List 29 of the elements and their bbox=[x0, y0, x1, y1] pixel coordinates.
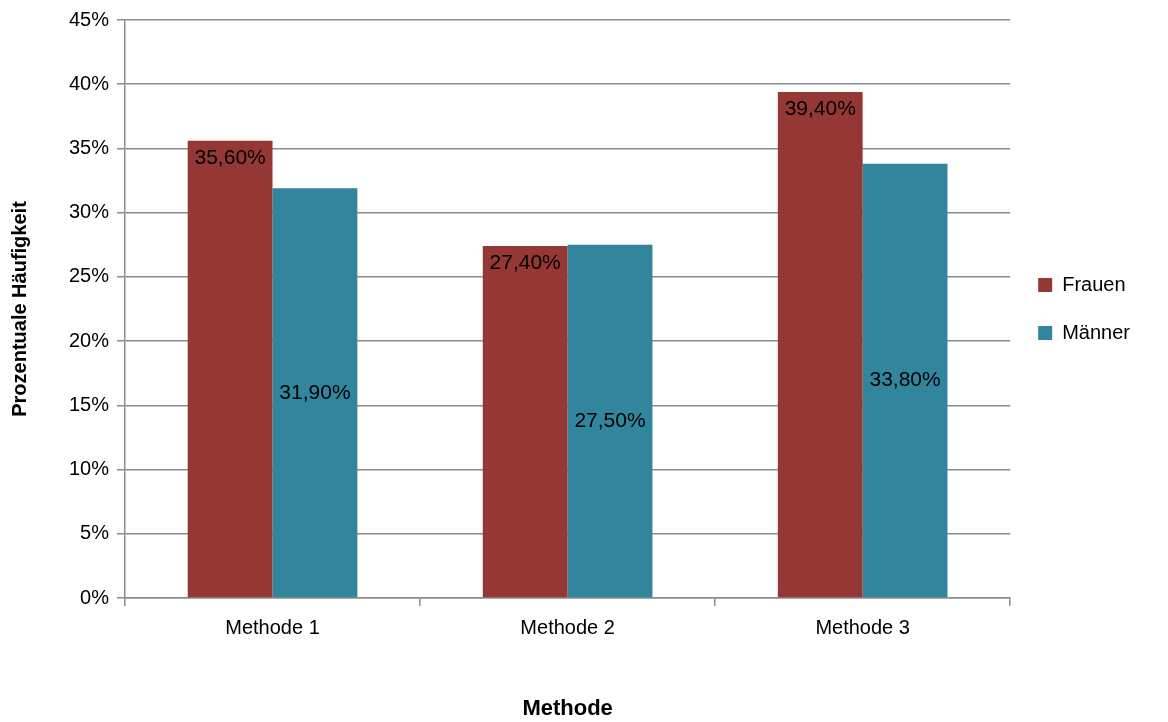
y-axis-title: Prozentuale Häufigkeit bbox=[7, 200, 30, 417]
data-label: 27,50% bbox=[574, 407, 646, 431]
y-tick-label: 45% bbox=[68, 7, 110, 30]
y-tick-label: 30% bbox=[68, 200, 110, 223]
data-label: 35,60% bbox=[194, 145, 266, 169]
y-tick-label: 25% bbox=[68, 264, 110, 287]
data-label: 31,90% bbox=[279, 379, 351, 403]
legend-label: Frauen bbox=[1062, 272, 1126, 295]
bar bbox=[482, 246, 568, 598]
data-label: 27,40% bbox=[489, 250, 561, 274]
y-tick-label: 20% bbox=[68, 328, 110, 351]
bar bbox=[272, 188, 358, 598]
x-tick-label: Methode 1 bbox=[225, 615, 320, 638]
x-tick-label: Methode 3 bbox=[815, 615, 910, 638]
y-tick-label: 5% bbox=[80, 521, 110, 544]
x-tick-label: Methode 2 bbox=[520, 615, 615, 638]
bar bbox=[567, 244, 653, 598]
y-tick-label: 15% bbox=[68, 392, 110, 415]
bar bbox=[187, 140, 273, 598]
y-tick-label: 35% bbox=[68, 135, 110, 158]
x-axis-title: Methode bbox=[522, 694, 613, 720]
bar bbox=[777, 91, 863, 598]
data-label: 39,40% bbox=[784, 96, 856, 120]
y-tick-label: 10% bbox=[68, 457, 110, 480]
y-tick-label: 40% bbox=[68, 71, 110, 94]
legend-label: Männer bbox=[1062, 320, 1131, 343]
data-label: 33,80% bbox=[869, 367, 941, 391]
y-tick-label: 0% bbox=[80, 585, 110, 608]
bar bbox=[862, 163, 948, 598]
